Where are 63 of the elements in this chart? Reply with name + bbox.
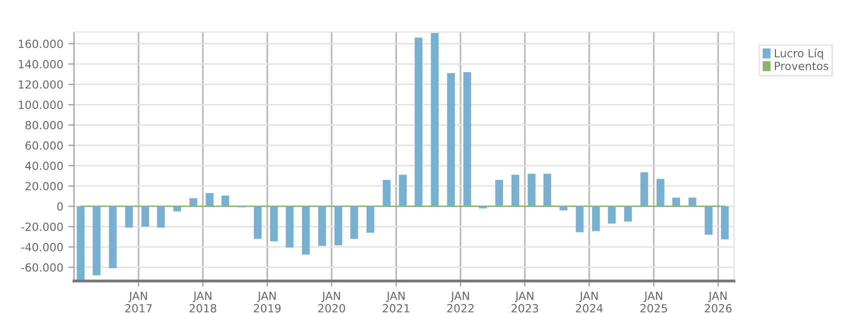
x-tick-label: JAN 2020 <box>318 292 346 312</box>
bar <box>173 206 182 212</box>
bar <box>543 174 552 206</box>
y-tick-label: 120.000 <box>18 80 63 89</box>
bar <box>704 206 712 235</box>
bar <box>206 193 214 206</box>
bar <box>528 174 536 206</box>
x-tick-label: JAN 2019 <box>254 292 281 312</box>
bar <box>350 206 358 239</box>
bar <box>672 198 680 206</box>
bar <box>157 206 165 228</box>
bar <box>624 206 632 222</box>
x-tick-label: JAN 2021 <box>382 292 410 312</box>
x-tick-label: JAN 2024 <box>576 292 603 312</box>
bar <box>688 198 696 206</box>
x-tick-label: JAN 2017 <box>125 292 152 312</box>
x-tick-label: JAN 2023 <box>512 292 538 312</box>
bar <box>382 180 391 206</box>
y-tick-label: 160.000 <box>18 40 63 48</box>
bar <box>511 174 520 206</box>
bar <box>430 33 439 206</box>
bar <box>656 178 664 206</box>
bar <box>495 180 504 206</box>
bar <box>366 206 374 233</box>
bar <box>640 172 648 206</box>
bar <box>447 73 455 206</box>
bar <box>720 206 729 240</box>
y-tick-label: 140.000 <box>18 60 63 68</box>
x-tick-label: JAN 2025 <box>640 292 667 312</box>
bar <box>398 174 407 206</box>
y-tick-label: 20.000 <box>26 182 63 190</box>
y-tick-label: -40.000 <box>21 242 63 252</box>
legend-label: Proventos <box>774 62 828 70</box>
y-tick-label: -20.000 <box>21 222 63 232</box>
y-tick-label: 60.000 <box>25 141 63 150</box>
bar <box>318 206 326 246</box>
y-tick-label: 40.000 <box>25 162 63 170</box>
bar <box>286 206 294 248</box>
y-tick-label: 80.000 <box>25 120 63 130</box>
bar <box>141 206 150 227</box>
bar <box>221 196 230 206</box>
legend-label: Lucro Líq <box>774 48 823 60</box>
y-tick-label: 0 <box>57 202 63 211</box>
bar <box>576 206 584 232</box>
bar <box>560 206 568 210</box>
bar <box>76 206 85 280</box>
bar <box>125 206 133 228</box>
y-tick-label: 100.000 <box>18 100 63 110</box>
y-tick-label: -60.000 <box>21 263 63 272</box>
bar <box>92 206 100 276</box>
bar <box>592 206 600 232</box>
bar <box>608 206 616 224</box>
bar <box>414 38 422 206</box>
bar <box>334 206 342 246</box>
x-tick-label: JAN 2018 <box>190 292 216 312</box>
bar <box>108 206 117 268</box>
x-tick-label: JAN 2026 <box>704 292 732 312</box>
x-tick-label: JAN 2022 <box>447 292 474 312</box>
bar <box>189 198 198 206</box>
bar <box>302 206 310 255</box>
bar <box>463 72 472 206</box>
bar <box>270 206 278 242</box>
bar <box>254 206 262 239</box>
